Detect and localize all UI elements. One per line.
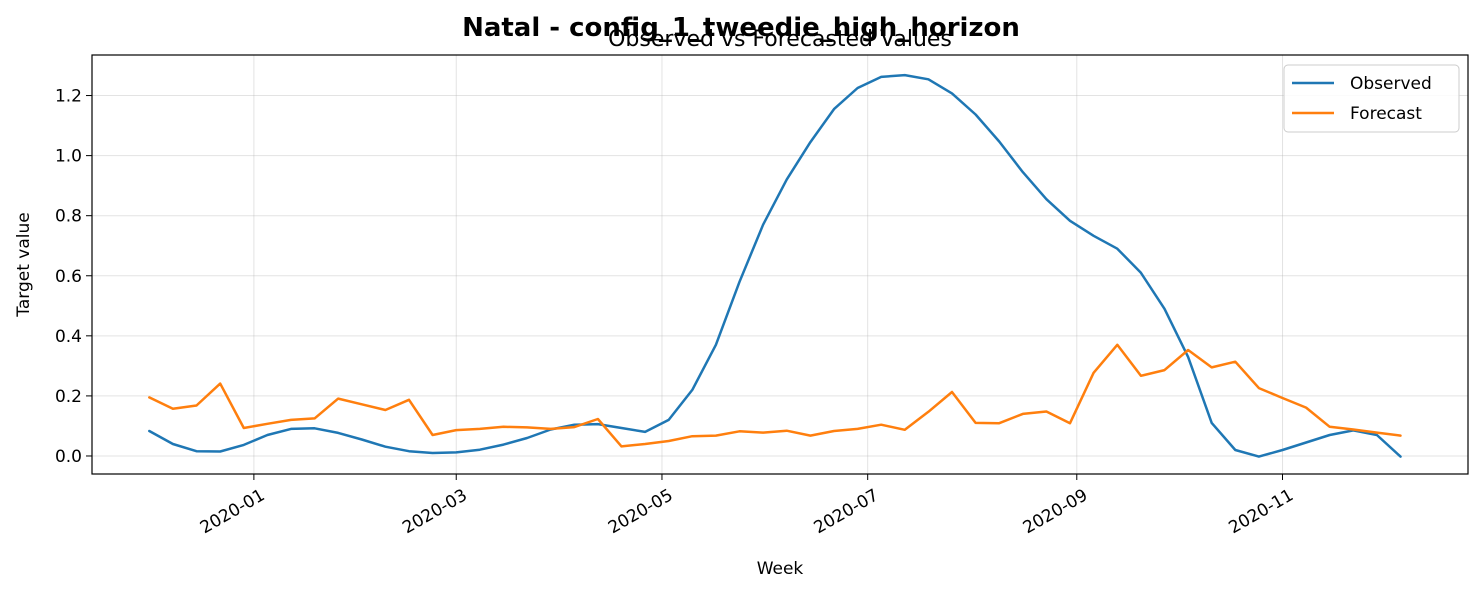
y-tick-label: 0.6 [55, 267, 82, 287]
y-tick-label: 0.8 [55, 207, 82, 227]
legend-label-forecast: Forecast [1350, 104, 1422, 124]
series-line-observed [148, 73, 1402, 458]
y-tick-label: 1.2 [55, 87, 82, 107]
y-tick-label: 0.4 [55, 327, 82, 347]
series-lines [148, 73, 1402, 458]
y-axis-label: Target value [14, 212, 34, 317]
chart-title: Observed vs Forecasted Values [608, 27, 952, 52]
y-tick-label: 0.0 [55, 447, 82, 467]
legend: Observed Forecast [1283, 64, 1460, 133]
axes-frame [91, 54, 1469, 475]
figure-suptitle: Natal - config_1_tweedie_high_horizon [462, 13, 1020, 43]
x-axis-label: Week [757, 559, 804, 579]
grid [92, 55, 1468, 474]
y-axis-ticks: 0.0 0.2 0.4 0.6 0.8 1.0 1.2 [55, 87, 92, 467]
series-line-forecast [148, 343, 1402, 448]
y-tick-label: 1.0 [55, 147, 82, 167]
legend-label-observed: Observed [1350, 74, 1432, 94]
y-tick-label: 0.2 [55, 387, 82, 407]
